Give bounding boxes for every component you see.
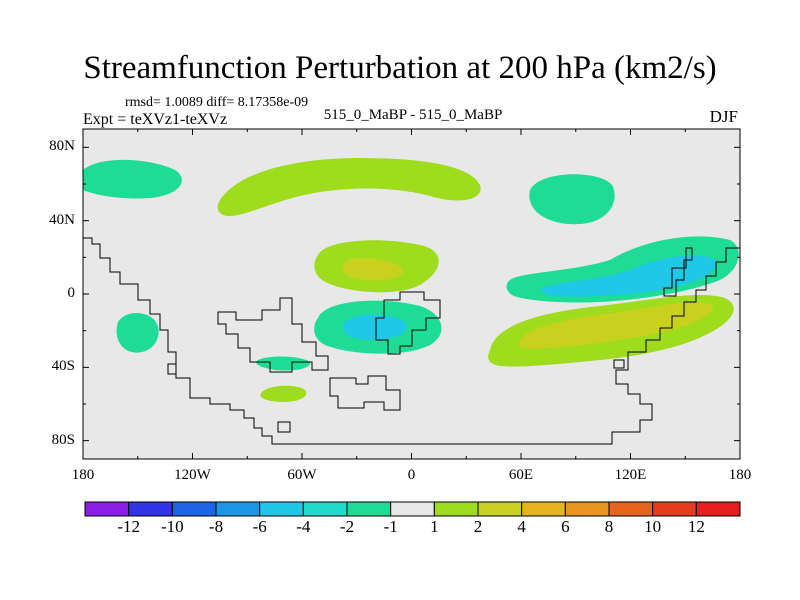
colorbar-label: 4: [517, 517, 526, 536]
colorbar-label: 12: [687, 517, 705, 536]
colorbar-swatch: [564, 501, 610, 517]
contour-atlantic-south-core: [343, 314, 407, 340]
colorbar-swatch: [215, 501, 261, 517]
lat-tick-label: 80S: [51, 431, 75, 448]
contour-indian-south-core: [518, 302, 714, 349]
coastline-islands-small: [167, 359, 625, 433]
contour-siberia: [529, 174, 615, 225]
comparison-label: 515_0_MaBP - 515_0_MaBP: [323, 107, 503, 123]
lon-tick-label: 60E: [508, 467, 534, 483]
axis-ticks: [82, 129, 741, 459]
lat-tick-label: 40S: [51, 358, 75, 375]
colorbar-label: -10: [160, 517, 184, 536]
colorbar-label: -4: [296, 517, 311, 536]
colorbar-swatch: [433, 501, 479, 517]
lon-tick-label: 180: [71, 467, 95, 483]
lat-tick-label: 80N: [49, 138, 75, 155]
lon-tick-label: 120W: [174, 467, 211, 483]
coastline-asia-east: [663, 247, 693, 297]
colorbar-label: -12: [117, 517, 140, 536]
lon-tick-label: 180: [728, 467, 752, 483]
colorbar-swatch: [521, 501, 566, 517]
colorbar-swatch: [652, 501, 697, 517]
colorbar-swatch: [695, 501, 741, 517]
colorbar-label: -2: [339, 517, 355, 536]
lon-tick-label: 60W: [287, 467, 317, 483]
colorbar-swatch: [477, 501, 523, 517]
contour-north-atlantic: [217, 158, 481, 216]
coastline-south-america: [217, 297, 329, 373]
colorbar-label: 10: [644, 517, 662, 536]
colorbar-swatch: [346, 501, 392, 517]
colorbar-swatch: [302, 501, 348, 517]
colorbar-swatch: [171, 501, 217, 517]
colorbar-label: 2: [473, 517, 483, 536]
colorbar-label: -8: [208, 517, 224, 536]
colorbar-label: 6: [561, 517, 570, 536]
stats-line: rmsd= 1.0089 diff= 8.17358e-09: [125, 95, 309, 110]
colorbar-swatch: [390, 501, 435, 517]
coastline-antarctic-islands: [329, 375, 401, 411]
lon-tick-label: 120E: [614, 467, 647, 483]
lon-tick-label: 0: [407, 467, 416, 483]
contour-north-pacific: [83, 159, 182, 199]
colorbar-label: -1: [383, 517, 398, 536]
coastline-north-america-west: [83, 237, 740, 445]
contour-southern-ocean: [260, 385, 307, 402]
colorbar-label: 1: [430, 517, 439, 536]
colorbar-label: -6: [252, 517, 267, 536]
colorbar: [84, 501, 741, 517]
chart-title: Streamfunction Perturbation at 200 hPa (…: [83, 50, 717, 86]
season-label: DJF: [709, 107, 738, 126]
coastlines: [83, 237, 740, 445]
contour-africa-north-core: [342, 258, 404, 281]
contour-south-pacific: [116, 313, 159, 353]
colorbar-label: 8: [604, 517, 614, 536]
experiment-label: Expt = teXVz1-teXVz: [83, 111, 228, 128]
lat-tick-label: 40N: [49, 211, 75, 228]
colorbar-swatch: [128, 501, 173, 517]
colorbar-swatch: [259, 501, 304, 517]
coastline-africa: [375, 291, 441, 355]
colorbar-swatch: [84, 501, 130, 517]
lat-tick-label: 0: [67, 285, 76, 301]
colorbar-swatch: [608, 501, 654, 517]
